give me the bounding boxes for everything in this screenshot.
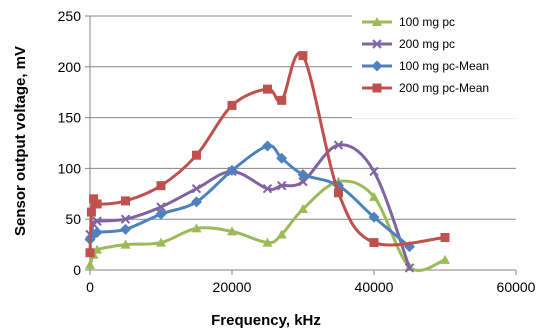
- y-tick-label: 100: [58, 160, 82, 176]
- data-point: [298, 204, 308, 214]
- data-point: [440, 254, 450, 264]
- data-point: [227, 226, 237, 236]
- y-tick-label: 150: [58, 110, 82, 126]
- data-point: [86, 207, 96, 217]
- legend-marker: [372, 17, 382, 26]
- x-axis-title: Frequency, kHz: [211, 312, 321, 329]
- data-point: [85, 259, 95, 269]
- data-point: [297, 168, 309, 180]
- data-point: [276, 152, 288, 164]
- data-point: [91, 226, 103, 238]
- y-tick-label: 250: [58, 8, 82, 24]
- series-4: [85, 51, 450, 258]
- data-point: [440, 232, 450, 242]
- data-point: [226, 164, 238, 176]
- x-tick-label: 0: [86, 279, 94, 295]
- data-point: [262, 184, 273, 194]
- data-point: [92, 199, 102, 209]
- y-tick-label: 50: [65, 211, 81, 227]
- data-point: [155, 208, 167, 220]
- data-point: [156, 202, 166, 212]
- data-point: [276, 229, 287, 239]
- legend-marker: [372, 83, 382, 93]
- data-point: [334, 188, 343, 198]
- x-tick-label: 60000: [497, 279, 536, 295]
- data-point: [263, 84, 272, 94]
- data-point: [369, 191, 379, 201]
- legend-marker: [371, 60, 383, 72]
- data-point: [156, 181, 166, 191]
- data-point: [92, 244, 103, 254]
- data-point: [156, 237, 166, 247]
- data-point: [120, 214, 131, 224]
- y-axis-title: Sensor output voltage, mV: [12, 46, 29, 236]
- data-point: [121, 196, 130, 206]
- data-point: [369, 238, 379, 248]
- data-point: [276, 180, 287, 191]
- axes: 0 50 100 150 200 250 0 20000 40000 60000: [58, 8, 536, 295]
- data-point: [262, 140, 273, 152]
- legend-label: 200 mg pc: [399, 37, 455, 51]
- legend-label: 100 mg pc: [399, 15, 455, 29]
- y-tick-label: 0: [73, 262, 81, 278]
- x-tick-label: 40000: [355, 279, 394, 295]
- legend-label: 100 mg pc-Mean: [399, 59, 489, 73]
- data-point: [368, 211, 380, 223]
- data-point: [85, 248, 95, 258]
- data-point: [192, 150, 201, 160]
- legend-marker: [372, 39, 382, 49]
- data-point: [191, 223, 202, 233]
- data-point: [191, 184, 202, 194]
- data-point: [191, 196, 202, 208]
- data-point: [92, 216, 102, 226]
- data-point: [120, 239, 131, 249]
- series-layer: [84, 51, 450, 273]
- data-point: [404, 263, 415, 273]
- data-point: [298, 176, 308, 187]
- data-point: [227, 100, 237, 110]
- data-point: [333, 140, 344, 150]
- data-point: [120, 223, 131, 235]
- legend-label: 200 mg pc-Mean: [399, 81, 489, 95]
- data-point: [89, 194, 99, 204]
- data-point: [369, 166, 379, 177]
- data-point: [298, 51, 308, 61]
- legend: 100 mg pc 200 mg pc 100 mg pc-Mean 200 mg p…: [362, 15, 489, 95]
- y-tick-label: 200: [58, 59, 82, 75]
- x-tick-label: 20000: [213, 279, 252, 295]
- data-point: [262, 237, 273, 247]
- data-point: [277, 95, 287, 105]
